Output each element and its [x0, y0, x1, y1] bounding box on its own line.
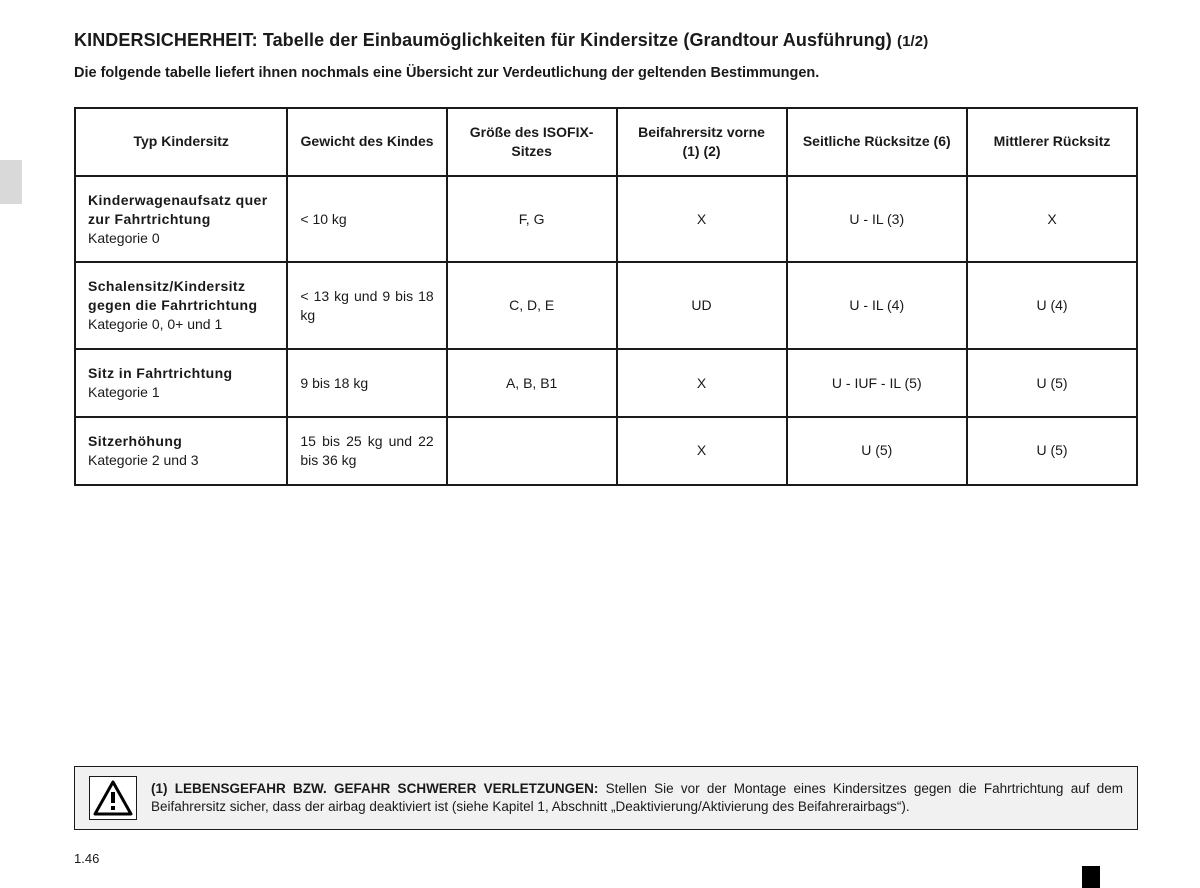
table-row: Sitzerhöhung Kategorie 2 und 3 15 bis 25… — [75, 417, 1137, 485]
page-number: 1.46 — [74, 851, 99, 866]
cell-isofix: A, B, B1 — [447, 349, 617, 417]
cell-weight: 15 bis 25 kg und 22 bis 36 kg — [287, 417, 446, 485]
cell-weight: 9 bis 18 kg — [287, 349, 446, 417]
cell-side: U - IL (4) — [787, 262, 968, 349]
cell-middle: U (5) — [967, 349, 1137, 417]
warning-triangle-icon — [89, 776, 137, 820]
cell-front: X — [617, 349, 787, 417]
seat-category: Kategorie 0 — [88, 230, 160, 246]
th-front: Beifahrersitz vorne (1) (2) — [617, 108, 787, 176]
cell-middle: X — [967, 176, 1137, 263]
cell-side: U - IUF - IL (5) — [787, 349, 968, 417]
cell-front: X — [617, 417, 787, 485]
cell-type: Schalensitz/Kinder­sitz gegen die Fahrt­… — [75, 262, 287, 349]
cell-type: Sitz in Fahrtrichtung Kategorie 1 — [75, 349, 287, 417]
cell-middle: U (5) — [967, 417, 1137, 485]
warning-lead: (1) LEBENSGEFAHR BZW. GEFAHR SCHWERER VE… — [151, 781, 598, 796]
page-subtitle: Die folgende tabelle liefert ihnen nochm… — [74, 65, 1138, 81]
cell-middle: U (4) — [967, 262, 1137, 349]
table-row: Sitz in Fahrtrichtung Kategorie 1 9 bis … — [75, 349, 1137, 417]
seat-category: Kategorie 2 und 3 — [88, 452, 199, 468]
seat-category: Kategorie 0, 0+ und 1 — [88, 316, 222, 332]
table-row: Schalensitz/Kinder­sitz gegen die Fahrt­… — [75, 262, 1137, 349]
child-seat-table: Typ Kindersitz Gewicht des Kindes Größe … — [74, 107, 1138, 486]
table-header-row: Typ Kindersitz Gewicht des Kindes Größe … — [75, 108, 1137, 176]
th-middle: Mittlerer Rücksitz — [967, 108, 1137, 176]
seat-type: Kinderwagenaufsatz quer zur Fahrtrichtun… — [88, 192, 268, 227]
cell-type: Kinderwagenaufsatz quer zur Fahrtrichtun… — [75, 176, 287, 263]
th-side: Seitliche Rücksitze (6) — [787, 108, 968, 176]
cell-type: Sitzerhöhung Kategorie 2 und 3 — [75, 417, 287, 485]
warning-text: (1) LEBENSGEFAHR BZW. GEFAHR SCHWERER VE… — [151, 780, 1123, 816]
cell-isofix: F, G — [447, 176, 617, 263]
cell-weight: < 13 kg und 9 bis 18 kg — [287, 262, 446, 349]
cell-isofix: C, D, E — [447, 262, 617, 349]
warning-box: (1) LEBENSGEFAHR BZW. GEFAHR SCHWERER VE… — [74, 766, 1138, 830]
thumb-tab — [0, 160, 22, 204]
title-paren: (1/2) — [897, 33, 928, 50]
seat-type: Schalensitz/Kinder­sitz gegen die Fahrt­… — [88, 278, 257, 313]
page-title: KINDERSICHERHEIT: Tabelle der Einbaumögl… — [74, 30, 1138, 51]
cell-front: UD — [617, 262, 787, 349]
seat-type: Sitz in Fahrtrichtung — [88, 365, 233, 381]
cell-front: X — [617, 176, 787, 263]
table-row: Kinderwagenaufsatz quer zur Fahrtrichtun… — [75, 176, 1137, 263]
cell-side: U (5) — [787, 417, 968, 485]
cell-side: U - IL (3) — [787, 176, 968, 263]
th-weight: Gewicht des Kindes — [287, 108, 446, 176]
th-isofix: Größe des ISOFIX-Sitzes — [447, 108, 617, 176]
title-main: KINDERSICHERHEIT: Tabelle der Einbaumögl… — [74, 30, 892, 50]
seat-type: Sitzerhöhung — [88, 433, 182, 449]
crop-mark — [1082, 866, 1100, 888]
cell-isofix — [447, 417, 617, 485]
seat-category: Kategorie 1 — [88, 384, 160, 400]
page-content: KINDERSICHERHEIT: Tabelle der Einbaumögl… — [0, 0, 1200, 486]
th-type: Typ Kindersitz — [75, 108, 287, 176]
cell-weight: < 10 kg — [287, 176, 446, 263]
